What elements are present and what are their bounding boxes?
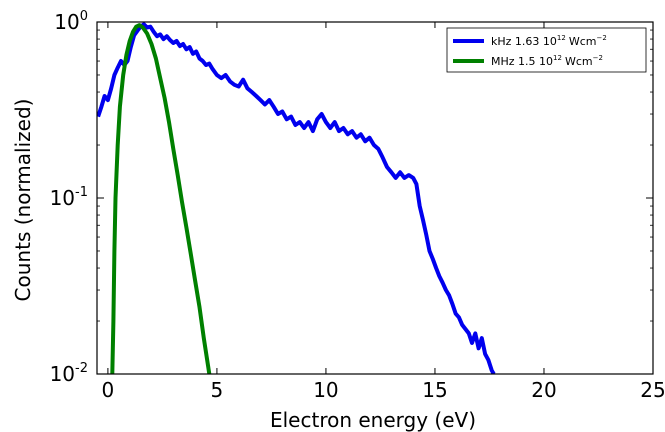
legend-label-khz: kHz 1.63 1012 Wcm−2 xyxy=(491,34,607,48)
y-axis-label: Counts (normalized) xyxy=(11,99,35,302)
y-tick-label: 100 xyxy=(54,9,88,34)
y-tick-label: 10-2 xyxy=(50,361,88,386)
x-axis-label: Electron energy (eV) xyxy=(270,408,476,432)
x-tick-label: 10 xyxy=(313,378,338,402)
x-tick-label: 0 xyxy=(102,378,115,402)
plot-frame xyxy=(96,21,654,375)
legend-label-mhz: MHz 1.5 1012 Wcm−2 xyxy=(491,54,603,68)
x-axis-ticks: 0 5 10 15 20 25 xyxy=(102,22,665,402)
x-tick-label: 15 xyxy=(422,378,447,402)
x-tick-label: 5 xyxy=(211,378,224,402)
y-tick-label: 10-1 xyxy=(50,185,88,210)
series-line-1 xyxy=(110,23,212,374)
x-tick-label: 25 xyxy=(640,378,665,402)
legend-box xyxy=(446,27,647,73)
y-axis-ticks: 100 10-1 10-2 xyxy=(50,9,653,386)
series-layer xyxy=(97,22,496,374)
x-tick-label: 20 xyxy=(531,378,556,402)
series-line-0 xyxy=(97,22,496,374)
legend: kHz 1.63 1012 Wcm−2 MHz 1.5 1012 Wcm−2 xyxy=(446,27,647,73)
